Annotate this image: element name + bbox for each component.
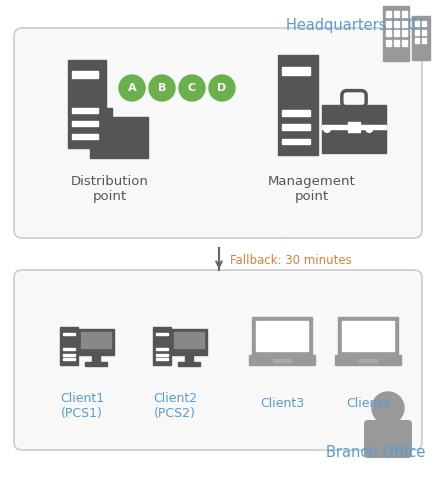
Bar [342, 321, 394, 351]
Bar [92, 355, 100, 362]
Text: Headquarters (HQ): Headquarters (HQ) [286, 18, 425, 33]
Bar [282, 110, 310, 116]
Text: Client4: Client4 [346, 397, 390, 410]
Bar [63, 333, 75, 335]
Bar [185, 355, 193, 362]
Text: Fallback: 30 minutes: Fallback: 30 minutes [230, 254, 352, 267]
Bar [402, 39, 407, 46]
Bar [171, 329, 207, 355]
Bar [402, 21, 407, 26]
Bar [81, 332, 111, 348]
Bar [359, 359, 377, 361]
Bar [282, 139, 310, 144]
Circle shape [324, 126, 331, 132]
Bar [383, 6, 409, 61]
Text: Client2
(PCS2): Client2 (PCS2) [153, 392, 197, 420]
Bar [72, 121, 99, 126]
Bar [282, 67, 310, 75]
Bar [422, 29, 426, 35]
Text: Branch Office: Branch Office [325, 445, 425, 460]
Circle shape [149, 75, 175, 101]
Bar [63, 359, 75, 360]
Bar [90, 117, 148, 158]
Text: C: C [188, 83, 196, 93]
Text: Client1
(PCS1): Client1 (PCS1) [60, 392, 104, 420]
FancyBboxPatch shape [14, 28, 422, 238]
Bar [155, 359, 168, 360]
Bar [174, 332, 204, 348]
Bar [322, 105, 386, 153]
Bar [402, 30, 407, 36]
Bar [394, 11, 399, 17]
Circle shape [179, 75, 205, 101]
Bar [153, 327, 171, 365]
Bar [60, 327, 78, 365]
Bar [394, 39, 399, 46]
Text: Management
point: Management point [268, 175, 356, 203]
Bar [415, 38, 419, 43]
Bar [256, 321, 308, 351]
Circle shape [372, 392, 404, 424]
Bar [422, 38, 426, 43]
Circle shape [119, 75, 145, 101]
Bar [278, 55, 318, 155]
Bar [386, 11, 391, 17]
Bar [78, 329, 114, 355]
Bar [178, 362, 200, 366]
Bar [394, 21, 399, 26]
Bar [72, 108, 99, 113]
Bar [68, 60, 106, 148]
Bar [155, 348, 168, 350]
Text: Distribution
point: Distribution point [71, 175, 149, 203]
Bar [63, 354, 75, 356]
Bar [249, 355, 315, 365]
Bar [155, 354, 168, 356]
Bar [90, 108, 112, 117]
Bar [338, 317, 398, 355]
Bar [386, 21, 391, 26]
Bar [386, 30, 391, 36]
Bar [348, 122, 360, 132]
Bar [273, 359, 291, 361]
Text: D: D [217, 83, 226, 93]
Bar [394, 30, 399, 36]
Bar [422, 21, 426, 26]
Bar [335, 355, 401, 365]
Circle shape [209, 75, 235, 101]
Bar [72, 134, 99, 139]
Text: A: A [128, 83, 136, 93]
Bar [282, 124, 310, 130]
Bar [415, 21, 419, 26]
FancyBboxPatch shape [14, 270, 422, 450]
Bar [402, 11, 407, 17]
FancyBboxPatch shape [364, 420, 412, 458]
Text: Client3: Client3 [260, 397, 304, 410]
Bar [155, 333, 168, 335]
Text: B: B [158, 83, 166, 93]
Bar [63, 348, 75, 350]
Bar [386, 39, 391, 46]
Bar [252, 317, 312, 355]
Bar [415, 29, 419, 35]
Bar [322, 125, 386, 129]
Bar [412, 16, 430, 60]
Bar [72, 71, 99, 78]
Bar [85, 362, 107, 366]
Circle shape [366, 126, 373, 132]
